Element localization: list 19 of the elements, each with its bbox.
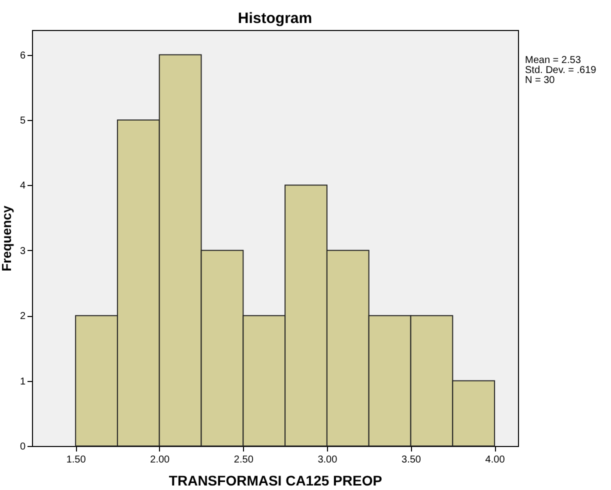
x-tick-label: 3.00 bbox=[318, 454, 338, 466]
x-axis-title: TRANSFORMASI CA125 PREOP bbox=[168, 472, 382, 488]
y-tick-label: 1 bbox=[20, 376, 26, 388]
y-tick-label: 0 bbox=[20, 442, 26, 452]
x-tick-label: 4.00 bbox=[485, 454, 506, 466]
y-tick-label: 5 bbox=[20, 115, 26, 126]
y-tick-label: 6 bbox=[20, 50, 26, 62]
chart-title: Histogram bbox=[238, 10, 312, 27]
y-tick-label: 3 bbox=[20, 246, 26, 257]
y-tick-label: 4 bbox=[20, 180, 26, 192]
text: N = 30 bbox=[525, 75, 556, 86]
y-tick-label: 2 bbox=[20, 311, 26, 322]
y-axis-title: Frequency bbox=[0, 204, 14, 272]
x-tick-label: 2.00 bbox=[150, 454, 170, 466]
x-tick-label: 2.50 bbox=[234, 454, 254, 466]
x-tick-label: 1.50 bbox=[66, 454, 86, 466]
text: Std. Dev. = .619 bbox=[525, 65, 597, 76]
text: Mean = 2.53 bbox=[525, 55, 582, 66]
x-tick-label: 3.50 bbox=[402, 454, 422, 466]
